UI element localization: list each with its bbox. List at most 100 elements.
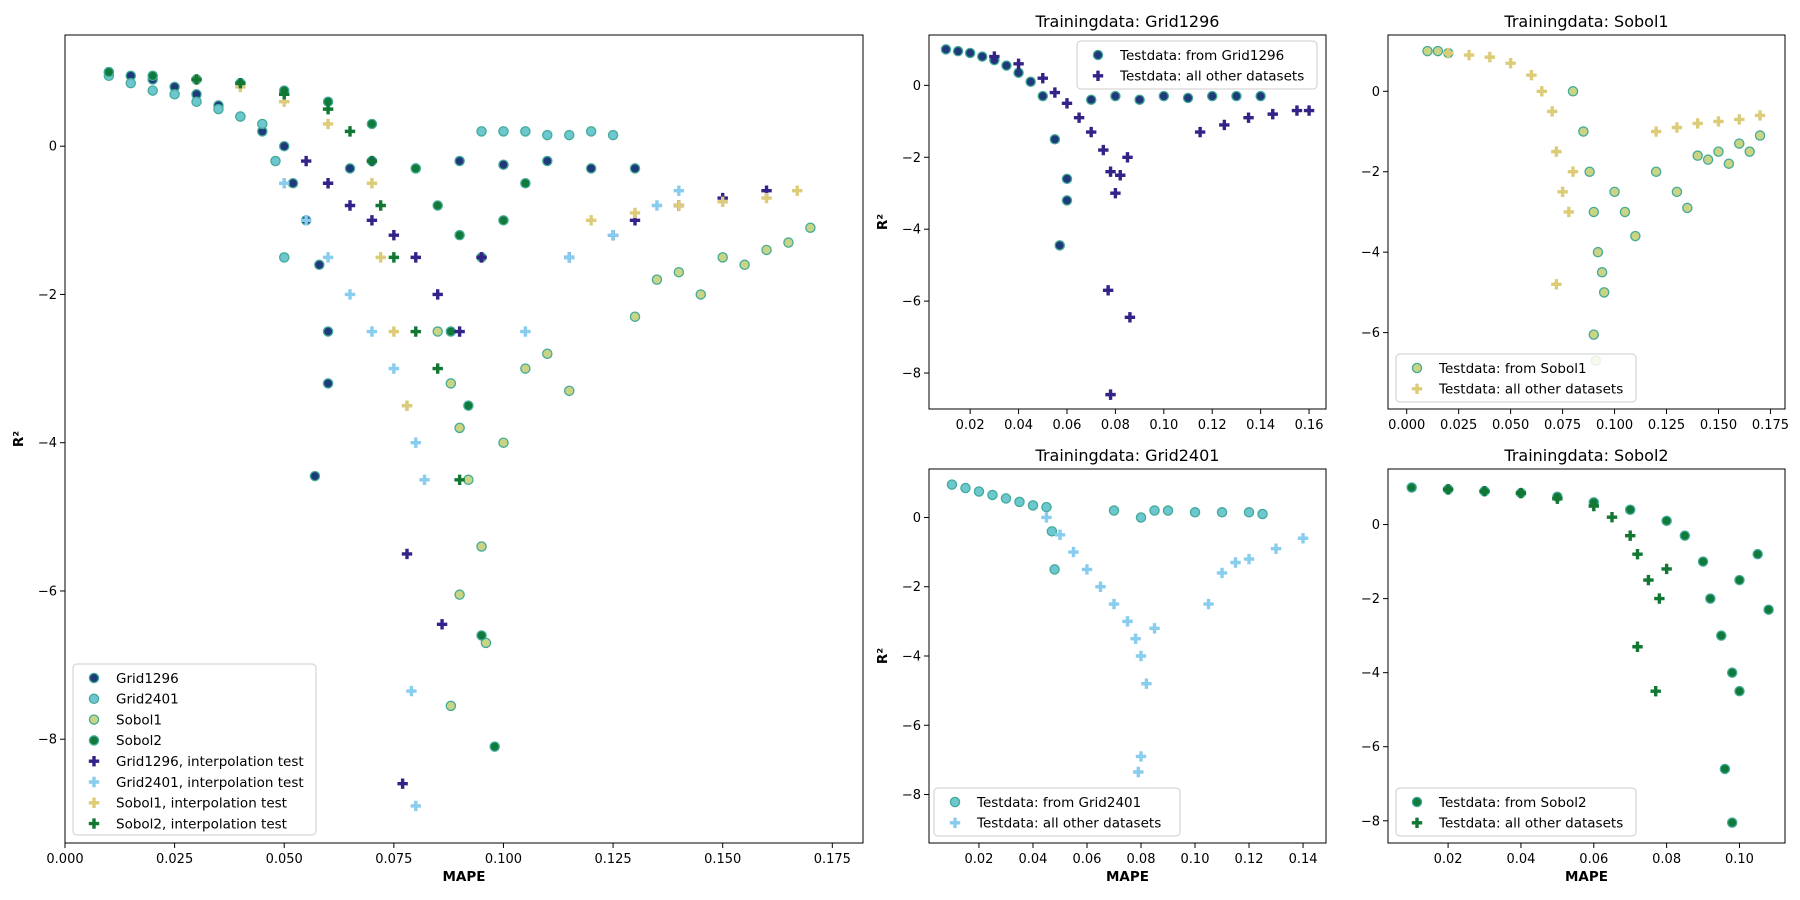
point-grid2401-s1-9 <box>1141 678 1152 689</box>
point-main-s1-7 <box>257 118 268 130</box>
ytick-label-grid1296-3: −6 <box>902 295 921 310</box>
point-main-s5-12 <box>564 252 575 263</box>
point-sobol1-s0-10 <box>1588 329 1600 340</box>
point-main-s6-13 <box>792 185 803 196</box>
point-main-s1-14 <box>563 129 575 141</box>
point-grid1296-s1-6 <box>1085 126 1097 138</box>
y-axis-label-main: R² <box>11 431 27 447</box>
point-grid1296-s1-7 <box>1098 144 1109 156</box>
point-sobol1-s0-15 <box>1650 166 1662 177</box>
point-main-s5-7 <box>410 437 421 448</box>
point-main-s3-11 <box>498 215 509 226</box>
point-sobol1-s0-0 <box>1422 45 1433 57</box>
point-sobol2-s0-6 <box>1624 504 1636 515</box>
point-grid2401-s0-2 <box>973 486 985 497</box>
point-main-s1-15 <box>585 126 597 137</box>
point-grid1296-s1-0 <box>989 51 1000 62</box>
point-sobol1-s1-3 <box>1505 57 1516 69</box>
point-main-s4-4 <box>388 229 400 241</box>
point-grid1296-s0-20 <box>1255 90 1266 102</box>
point-sobol1-s0-14 <box>1630 230 1641 242</box>
point-sobol2-s1-3 <box>1552 493 1563 504</box>
point-sobol1-s1-10 <box>1567 166 1579 177</box>
point-grid1296-s1-11 <box>1122 152 1133 163</box>
ytick-label-grid1296-4: −8 <box>902 367 921 382</box>
point-grid1296-s0-9 <box>1049 134 1061 145</box>
xtick-label-sobol1-2: 0.050 <box>1492 418 1529 433</box>
point-sobol1-s0-9 <box>1598 287 1610 298</box>
legend-label-main-5: Grid2401, interpolation test <box>116 775 304 791</box>
point-grid1296-s1-16 <box>1219 119 1230 131</box>
point-main-s5-8 <box>419 474 430 485</box>
point-main-s0-14 <box>322 378 334 389</box>
xtick-label-sobol2-1: 0.04 <box>1506 852 1535 867</box>
point-main-s4-1 <box>322 178 334 189</box>
point-sobol1-s1-11 <box>1551 279 1562 290</box>
xtick-label-grid1296-2: 0.06 <box>1053 418 1082 433</box>
legend-box-grid2401 <box>933 787 1181 837</box>
point-grid2401-s1-16 <box>1243 553 1255 565</box>
xtick-label-sobol2-2: 0.06 <box>1579 852 1608 867</box>
ytick-label-sobol2-2: −4 <box>1361 666 1380 681</box>
point-main-s5-3 <box>344 289 356 300</box>
point-grid2401-s0-3 <box>987 489 998 501</box>
legend-marker-grid2401-1 <box>949 817 961 828</box>
legend-main: Grid1296 Grid2401 Sobol1 Sobol2 Grid1296, in… <box>72 663 317 836</box>
point-sobol1-s1-14 <box>1692 118 1703 129</box>
point-grid1296-s1-20 <box>1303 105 1315 116</box>
point-main-s5-2 <box>322 252 334 263</box>
point-main-s5-0 <box>279 178 290 189</box>
point-main-s5-14 <box>651 200 663 211</box>
panel-sobol2: 0.02 0.04 0.06 0.08 0.10 0 −2 −4 −6 −8 Trainingdat… <box>1361 446 1786 885</box>
point-sobol1-s0-3 <box>1567 86 1579 97</box>
point-main-s2-0 <box>432 326 443 337</box>
point-sobol1-s0-7 <box>1592 246 1604 258</box>
point-sobol1-s0-16 <box>1671 186 1683 198</box>
point-main-s3-16 <box>489 741 500 752</box>
point-main-s2-12 <box>629 311 641 322</box>
point-main-s4-3 <box>366 215 378 226</box>
xtick-label-sobol1-0: 0.000 <box>1388 418 1425 433</box>
ytick-label-sobol2-3: −6 <box>1361 740 1380 755</box>
point-sobol1-s0-22 <box>1734 138 1745 149</box>
point-grid2401-s0-15 <box>1216 507 1228 518</box>
point-grid1296-s1-3 <box>1049 87 1061 98</box>
point-main-s2-10 <box>542 348 553 360</box>
point-main-s7-0 <box>191 74 202 85</box>
xtick-label-sobol2-0: 0.02 <box>1434 852 1463 867</box>
point-main-s1-6 <box>235 111 246 122</box>
point-sobol2-s1-2 <box>1515 487 1527 499</box>
point-sobol2-s1-12 <box>1650 685 1661 697</box>
point-grid1296-s1-4 <box>1061 98 1073 109</box>
point-main-s5-13 <box>607 229 619 241</box>
ytick-label-main-4: −8 <box>38 733 57 748</box>
point-main-s4-6 <box>432 289 443 300</box>
legend-marker-main-6 <box>88 797 100 808</box>
ytick-label-sobol1-0: 0 <box>1372 85 1380 100</box>
plot-area-sobol2 <box>1406 482 1774 828</box>
xtick-label-sobol1-5: 0.125 <box>1648 418 1685 433</box>
point-main-s2-19 <box>783 237 794 248</box>
point-sobol1-s1-17 <box>1754 110 1766 121</box>
point-main-s7-8 <box>410 326 421 337</box>
legend-marker-sobol2-1 <box>1411 817 1423 828</box>
point-main-s0-21 <box>585 163 597 174</box>
xtick-label-sobol1-4: 0.100 <box>1596 418 1633 433</box>
point-grid1296-s1-19 <box>1291 105 1303 116</box>
point-main-s5-11 <box>520 326 531 337</box>
point-sobol2-s0-16 <box>1719 763 1731 775</box>
point-main-s1-5 <box>213 103 224 115</box>
xtick-label-grid1296-5: 0.12 <box>1198 418 1227 433</box>
xtick-label-grid2401-6: 0.14 <box>1289 852 1318 867</box>
point-main-s6-7 <box>401 400 413 411</box>
legend-box-grid1296 <box>1076 40 1318 90</box>
point-main-s6-3 <box>322 118 334 130</box>
point-grid2401-s1-6 <box>1122 616 1133 627</box>
point-sobol2-s0-9 <box>1697 556 1709 567</box>
legend-label-sobol1-0: Testdata: from Sobol1 <box>1438 361 1587 377</box>
legend-grid2401: Testdata: from Grid2401 Testdata: all oth… <box>933 787 1181 837</box>
point-grid1296-s0-16 <box>1158 90 1170 102</box>
point-main-s2-17 <box>739 259 750 271</box>
plot-area-sobol1 <box>1422 45 1766 366</box>
point-main-s7-5 <box>366 155 378 167</box>
